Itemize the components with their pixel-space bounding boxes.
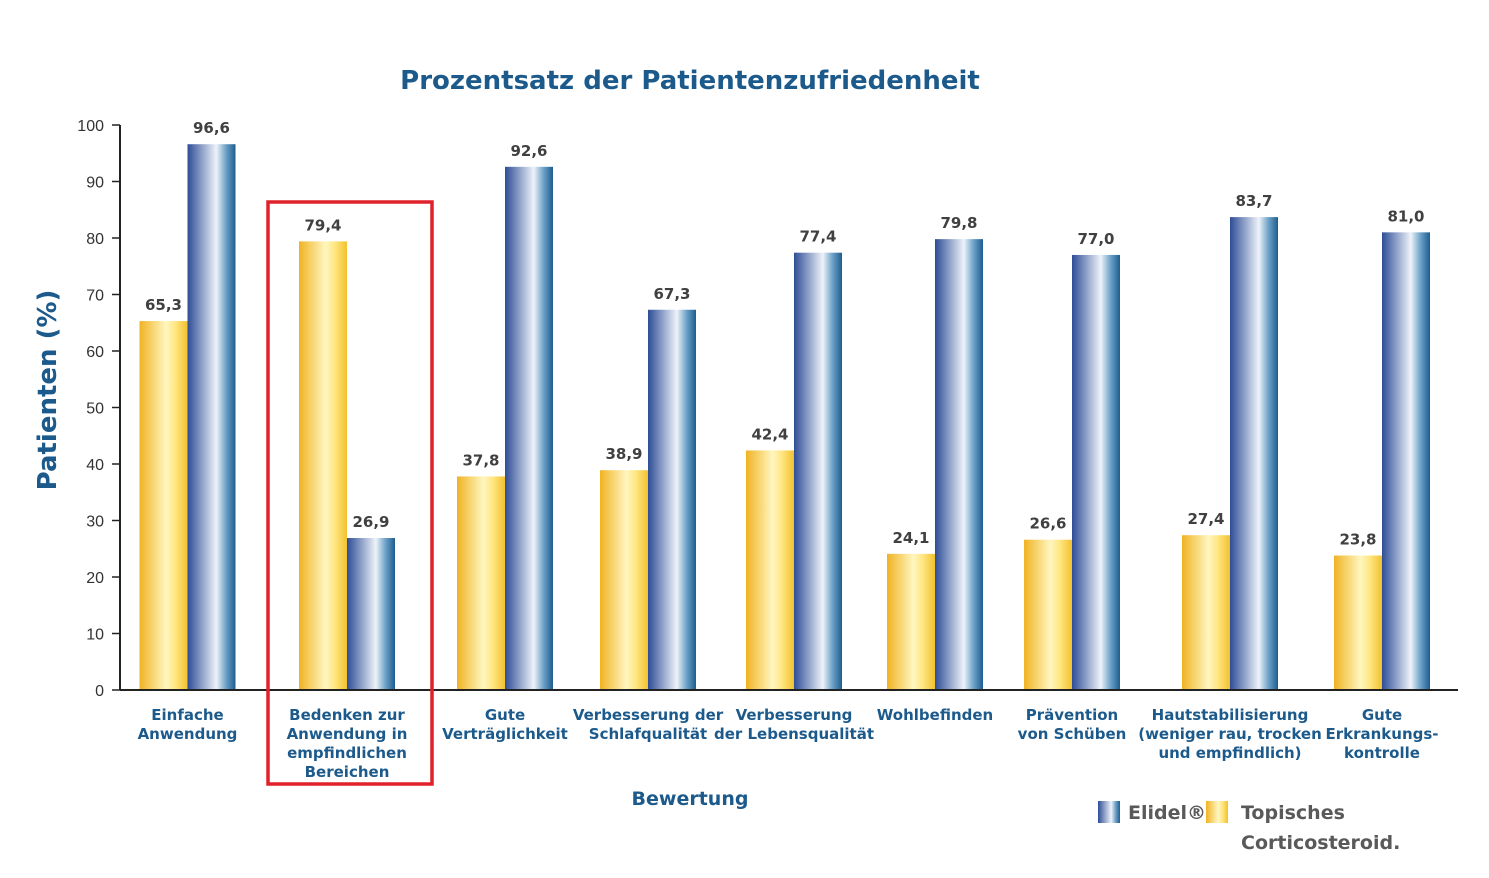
value-label: 23,8 (1339, 531, 1376, 549)
highlight-box (266, 200, 434, 786)
legend-label-elidel: Elidel® (1128, 802, 1206, 824)
bar-topisches-corticosteroid (1182, 535, 1230, 690)
value-label: 26,9 (352, 513, 389, 531)
category-label: Gute (1362, 706, 1402, 724)
y-tick-label: 70 (86, 288, 104, 305)
y-tick-label: 80 (86, 231, 104, 248)
legend-label-tcs-line2: Corticosteroid. (1241, 832, 1400, 854)
legend-swatch-elidel (1098, 801, 1120, 823)
category-label: Verbesserung der (573, 706, 724, 724)
value-label: 79,4 (304, 216, 341, 234)
category-label: Wohlbefinden (877, 706, 993, 724)
bar-topisches-corticosteroid (299, 241, 347, 690)
value-label: 38,9 (605, 445, 642, 463)
chart-title: Prozentsatz der Patientenzufriedenheit (400, 66, 980, 96)
category-label: Bereichen (305, 763, 390, 781)
y-tick-label: 30 (86, 514, 104, 531)
bar-topisches-corticosteroid (457, 476, 505, 690)
category-label: von Schüben (1018, 725, 1127, 743)
value-label: 37,8 (462, 451, 499, 469)
category-label: Verbesserung (736, 706, 853, 724)
value-label: 83,7 (1235, 192, 1272, 210)
value-label: 65,3 (145, 296, 182, 314)
value-label: 67,3 (653, 285, 690, 303)
bar-topisches-corticosteroid (139, 321, 188, 690)
category-label: Verträglichkeit (442, 725, 568, 743)
category-label: Einfache (151, 706, 223, 724)
bar-topisches-corticosteroid (600, 470, 648, 690)
value-label: 27,4 (1187, 510, 1224, 528)
category-label: Prävention (1026, 706, 1118, 724)
category-label: und empfindlich) (1158, 744, 1301, 762)
bar-elidel (1382, 232, 1430, 690)
y-tick-label: 10 (86, 627, 104, 644)
value-label: 24,1 (892, 529, 929, 547)
bar-topisches-corticosteroid (1024, 539, 1072, 690)
value-label: 92,6 (510, 142, 547, 160)
x-axis-label: Bewertung (632, 788, 749, 810)
legend-label-tcs-line1: Topisches (1241, 802, 1345, 824)
category-label: empfindlichen (287, 744, 407, 762)
y-tick-label: 20 (86, 570, 104, 587)
y-tick-label: 60 (86, 344, 104, 361)
y-tick-label: 50 (86, 401, 104, 418)
value-label: 79,8 (940, 214, 977, 232)
bar-elidel (187, 144, 236, 690)
category-label: Schlafqualität (589, 725, 707, 743)
category-label: der Lebensqualität (714, 725, 874, 743)
bar-topisches-corticosteroid (1334, 555, 1382, 690)
y-tick-label: 40 (86, 457, 104, 474)
value-label: 42,4 (751, 425, 788, 443)
y-tick-label: 0 (95, 683, 104, 700)
category-label: Bedenken zur (289, 706, 405, 724)
bars (139, 144, 1430, 690)
bar-elidel (1230, 217, 1278, 690)
y-axis-ticks: 0 10 20 30 40 50 60 70 80 90 100 (77, 118, 120, 700)
value-label: 81,0 (1387, 207, 1424, 225)
category-label: kontrolle (1344, 744, 1420, 762)
category-label: Gute (485, 706, 525, 724)
category-label: Hautstabilisierung (1152, 706, 1309, 724)
bar-elidel (935, 239, 983, 690)
bar-elidel (1072, 254, 1120, 690)
value-label: 96,6 (193, 119, 230, 137)
bar-elidel (505, 166, 553, 690)
bar-elidel (347, 538, 395, 690)
legend: Elidel® Topisches Corticosteroid. (1098, 801, 1400, 854)
value-label: 26,6 (1029, 515, 1066, 533)
category-label: Erkrankungs- (1325, 725, 1438, 743)
legend-swatch-tcs (1206, 801, 1228, 823)
value-labels: 65,3 96,6 79,4 26,9 37,8 92,6 38,9 67,3 42,4 77,4… (145, 119, 1425, 548)
y-axis-label: Patienten (%) (33, 290, 63, 491)
y-tick-label: 90 (86, 175, 104, 192)
bar-topisches-corticosteroid (746, 450, 794, 690)
y-tick-label: 100 (77, 118, 104, 135)
category-label: Anwendung (138, 725, 238, 743)
bar-elidel (648, 309, 696, 690)
value-label: 77,4 (799, 228, 836, 246)
value-label: 77,0 (1077, 230, 1114, 248)
bar-elidel (794, 252, 842, 690)
bar-topisches-corticosteroid (887, 553, 935, 690)
category-label: Anwendung in (287, 725, 408, 743)
category-label: (weniger rau, trocken (1138, 725, 1322, 743)
